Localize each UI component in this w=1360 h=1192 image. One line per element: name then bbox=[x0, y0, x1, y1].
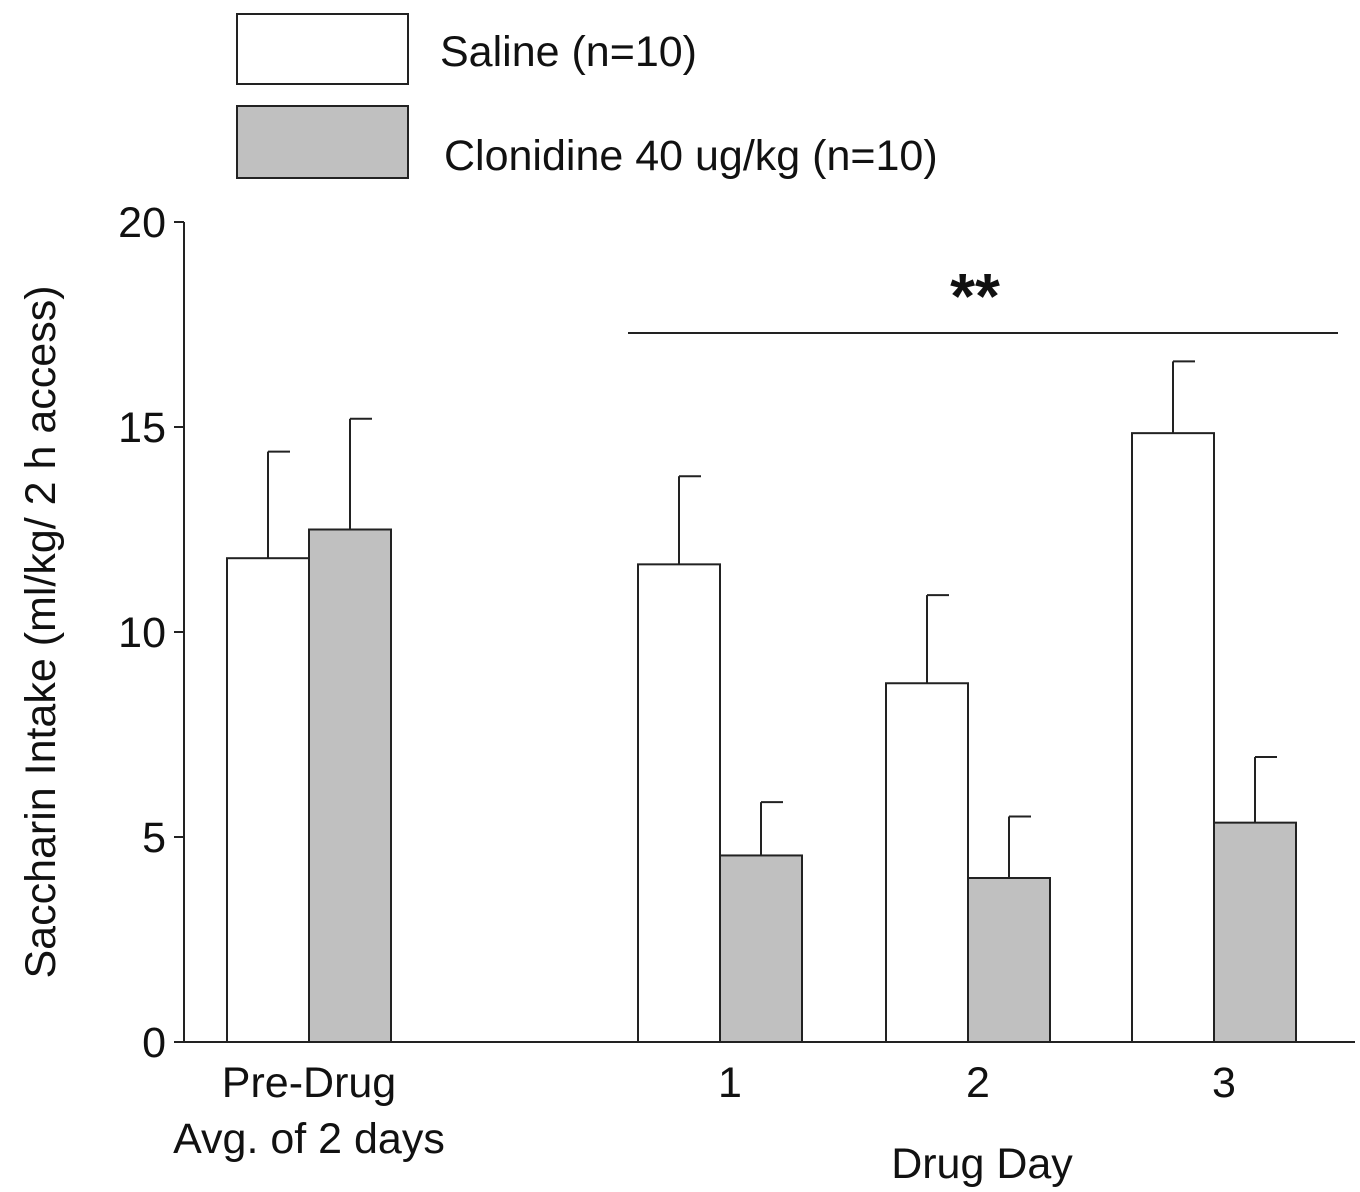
bar bbox=[637, 563, 721, 1043]
y-axis: 0 5 10 15 20 bbox=[118, 199, 185, 1067]
bar bbox=[885, 682, 969, 1043]
bars bbox=[226, 360, 1297, 1044]
y-tick-label: 15 bbox=[118, 404, 166, 452]
bar bbox=[719, 854, 803, 1044]
legend: Saline (n=10) Clonidine 40 ug/kg (n=10) bbox=[236, 13, 938, 180]
x-tick-label: Pre-Drug bbox=[222, 1059, 396, 1107]
significance-label: ** bbox=[950, 260, 1000, 332]
bar bbox=[1213, 821, 1297, 1044]
y-axis-label: Saccharin Intake (ml/kg/ 2 h access) bbox=[17, 285, 65, 978]
legend-label: Saline (n=10) bbox=[440, 28, 697, 76]
x-tick-label: 2 bbox=[966, 1059, 990, 1107]
x-axis-label: Drug Day bbox=[891, 1140, 1073, 1188]
y-tick-label: 0 bbox=[142, 1019, 166, 1067]
bar bbox=[226, 557, 310, 1043]
y-tick-label: 20 bbox=[118, 199, 166, 247]
bar bbox=[967, 877, 1051, 1043]
bar bbox=[1131, 432, 1215, 1043]
legend-swatch bbox=[236, 13, 409, 85]
x-axis: Pre-Drug Avg. of 2 days 1 2 3 bbox=[173, 1041, 1355, 1163]
x-tick-label: Avg. of 2 days bbox=[173, 1115, 445, 1163]
legend-label: Clonidine 40 ug/kg (n=10) bbox=[444, 132, 938, 180]
x-tick-label: 1 bbox=[718, 1059, 742, 1107]
y-tick-label: 5 bbox=[142, 814, 166, 862]
x-tick-label: 3 bbox=[1212, 1059, 1236, 1107]
y-tick-label: 10 bbox=[118, 609, 166, 657]
legend-swatch bbox=[236, 105, 409, 179]
annotations: ** bbox=[628, 260, 1338, 334]
bar bbox=[308, 528, 392, 1043]
